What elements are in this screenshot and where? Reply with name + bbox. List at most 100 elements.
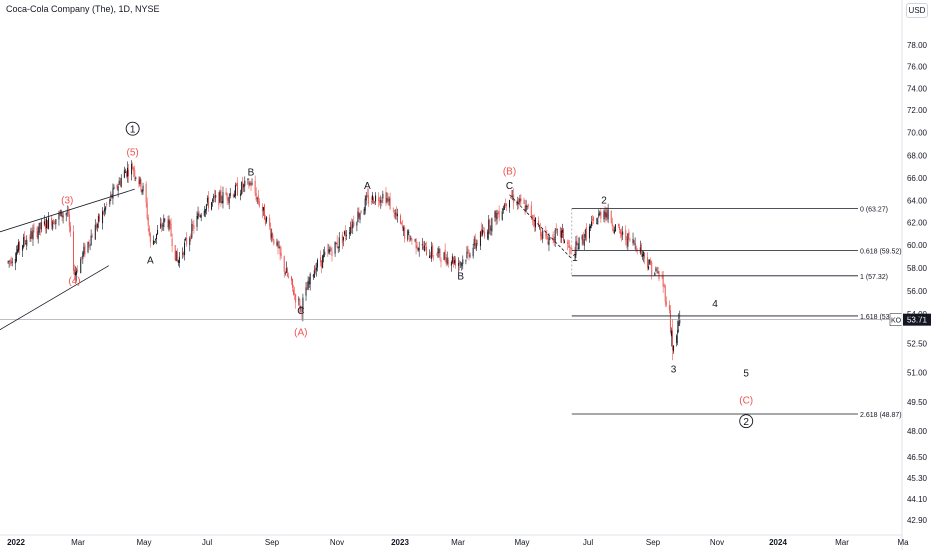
candle-body bbox=[206, 197, 208, 203]
candle-body bbox=[458, 262, 460, 266]
candle-body bbox=[149, 233, 151, 243]
candle-body bbox=[251, 182, 253, 185]
candle-body bbox=[306, 288, 308, 290]
candle-body bbox=[678, 321, 680, 327]
candle-body bbox=[250, 185, 252, 187]
candle-body bbox=[388, 198, 390, 202]
candle-body bbox=[570, 247, 572, 249]
candle-body bbox=[510, 197, 512, 199]
x-tick-label: Nov bbox=[710, 538, 724, 547]
wave-label: 2 bbox=[601, 196, 607, 207]
y-tick-label: 51.00 bbox=[907, 369, 928, 378]
candle-body bbox=[373, 197, 375, 204]
candle-body bbox=[307, 280, 309, 290]
x-tick-label: May bbox=[514, 538, 529, 547]
candle-body bbox=[167, 219, 169, 228]
candle-body bbox=[655, 268, 657, 271]
candle-body bbox=[360, 210, 362, 213]
candle-body bbox=[606, 212, 608, 218]
candle-body bbox=[184, 242, 186, 256]
candle-body bbox=[138, 179, 140, 185]
candle-body bbox=[578, 237, 580, 250]
candle-body bbox=[430, 255, 432, 257]
currency-button[interactable]: USD bbox=[906, 3, 928, 18]
candle-body bbox=[656, 271, 658, 273]
candle-body bbox=[437, 252, 439, 254]
candle-body bbox=[242, 182, 244, 189]
wave-label: B bbox=[457, 272, 464, 283]
candle-body bbox=[331, 251, 333, 256]
candle-body bbox=[94, 224, 96, 240]
candle-body bbox=[272, 234, 274, 241]
candle-body bbox=[619, 227, 621, 230]
candle-body bbox=[452, 257, 454, 265]
candle-body bbox=[575, 241, 577, 256]
candle-body bbox=[292, 278, 294, 288]
candle-body bbox=[308, 282, 310, 284]
candle-body bbox=[610, 211, 612, 224]
candle-body bbox=[286, 268, 288, 277]
candle-body bbox=[200, 214, 202, 218]
candle-body bbox=[16, 249, 18, 253]
candle-body bbox=[341, 234, 343, 244]
x-tick-label: Sep bbox=[646, 538, 661, 547]
candle-body bbox=[628, 231, 630, 237]
candle-body bbox=[61, 211, 63, 218]
candle-body bbox=[604, 210, 606, 217]
candle-body bbox=[592, 219, 594, 220]
candle-body bbox=[205, 204, 207, 211]
candle-body bbox=[96, 224, 98, 228]
candle-body bbox=[153, 240, 155, 242]
chart-title: Coca-Cola Company (The), 1D, NYSE bbox=[6, 4, 160, 14]
candle-body bbox=[425, 246, 427, 256]
candle-body bbox=[315, 267, 317, 271]
candle-body bbox=[302, 297, 304, 312]
x-tick-label: Ma bbox=[897, 538, 909, 547]
candle-body bbox=[433, 255, 435, 257]
x-tick-label: 2023 bbox=[391, 538, 409, 547]
candle-body bbox=[517, 200, 519, 204]
candle-body bbox=[98, 214, 100, 222]
candle-body bbox=[32, 230, 34, 240]
candle-body bbox=[462, 259, 464, 264]
wedge-upper-line bbox=[0, 188, 135, 233]
candle-body bbox=[562, 228, 564, 242]
candle-body bbox=[642, 251, 644, 256]
candle-body bbox=[603, 211, 605, 220]
x-tick-label: 2024 bbox=[769, 538, 787, 547]
candle-body bbox=[605, 212, 607, 218]
candle-body bbox=[169, 221, 171, 225]
candle-body bbox=[43, 221, 45, 225]
candle-body bbox=[117, 186, 119, 191]
candle-body bbox=[51, 217, 53, 227]
candle-body bbox=[378, 197, 380, 201]
candle-body bbox=[327, 249, 329, 251]
candle-body bbox=[309, 273, 311, 285]
candle-body bbox=[24, 236, 26, 243]
y-tick-label: 45.30 bbox=[907, 474, 928, 483]
candle-body bbox=[31, 232, 33, 239]
candle-body bbox=[612, 228, 614, 231]
candle-body bbox=[283, 256, 285, 272]
candle-body bbox=[342, 236, 344, 241]
y-tick-label: 49.50 bbox=[907, 398, 928, 407]
candle-body bbox=[593, 217, 595, 221]
candle-body bbox=[375, 195, 377, 202]
candle-body bbox=[418, 248, 420, 251]
candle-body bbox=[313, 270, 315, 278]
candle-body bbox=[68, 214, 70, 227]
candle-body bbox=[409, 234, 411, 242]
candle-body bbox=[349, 232, 351, 234]
candle-body bbox=[501, 211, 503, 220]
candle-body bbox=[403, 227, 405, 231]
candle-body bbox=[157, 230, 159, 235]
x-tick-label: Jul bbox=[583, 538, 593, 547]
candle-body bbox=[38, 222, 40, 233]
candle-body bbox=[423, 245, 425, 251]
x-tick-label: Mar bbox=[835, 538, 849, 547]
candle-body bbox=[489, 219, 491, 231]
candle-body bbox=[526, 205, 528, 207]
candle-body bbox=[371, 195, 373, 201]
candle-body bbox=[102, 211, 104, 224]
